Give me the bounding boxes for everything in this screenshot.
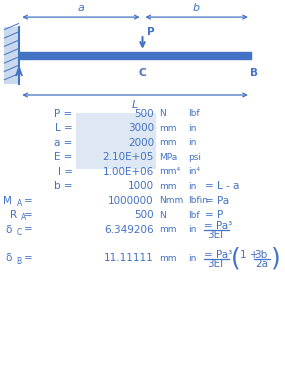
Text: =: = xyxy=(24,225,33,234)
Text: in: in xyxy=(188,138,196,147)
Text: 2a: 2a xyxy=(255,260,268,269)
Text: a =: a = xyxy=(54,138,73,148)
Text: ): ) xyxy=(271,246,281,271)
Text: = L - a: = L - a xyxy=(205,181,240,191)
Text: 6.349206: 6.349206 xyxy=(104,225,154,234)
Text: L =: L = xyxy=(55,124,73,133)
FancyBboxPatch shape xyxy=(76,113,156,169)
Text: lbf: lbf xyxy=(188,109,200,119)
Text: =: = xyxy=(24,253,33,263)
FancyBboxPatch shape xyxy=(4,27,19,84)
Text: = P: = P xyxy=(205,210,223,220)
Text: P =: P = xyxy=(54,109,73,119)
Text: mm: mm xyxy=(160,225,177,234)
Text: in: in xyxy=(188,254,196,263)
Text: =: = xyxy=(24,196,33,206)
Text: M: M xyxy=(3,196,12,206)
Text: in: in xyxy=(188,182,196,191)
Text: a: a xyxy=(78,3,84,13)
Text: 3EI: 3EI xyxy=(207,230,223,240)
Text: A: A xyxy=(15,68,23,78)
Text: 500: 500 xyxy=(134,109,154,119)
Text: A: A xyxy=(21,213,27,222)
Text: L: L xyxy=(132,100,138,109)
Text: 1000: 1000 xyxy=(128,181,154,191)
Text: mm: mm xyxy=(160,182,177,191)
Text: 2000: 2000 xyxy=(128,138,154,148)
Text: R: R xyxy=(10,210,17,220)
Text: P: P xyxy=(147,27,154,37)
Text: Nmm: Nmm xyxy=(160,196,184,205)
Text: mm⁴: mm⁴ xyxy=(160,167,181,176)
Text: C: C xyxy=(139,68,146,78)
Text: 1000000: 1000000 xyxy=(108,196,154,206)
Text: = Pa³: = Pa³ xyxy=(204,250,232,260)
Text: lbfin: lbfin xyxy=(188,196,208,205)
Text: 500: 500 xyxy=(134,210,154,220)
Text: 3EI: 3EI xyxy=(207,259,223,269)
Text: C: C xyxy=(17,228,22,237)
Text: in: in xyxy=(188,225,196,234)
Text: I =: I = xyxy=(58,167,73,177)
Text: b =: b = xyxy=(54,181,73,191)
Text: mm: mm xyxy=(160,254,177,263)
Text: = Pa³: = Pa³ xyxy=(204,221,232,231)
Text: in: in xyxy=(188,124,196,133)
Text: N: N xyxy=(160,211,166,220)
Text: A: A xyxy=(17,199,22,208)
Text: δ: δ xyxy=(6,225,12,234)
Text: B: B xyxy=(250,68,258,78)
Text: b: b xyxy=(193,3,200,13)
Text: 1.00E+06: 1.00E+06 xyxy=(103,167,154,177)
Text: mm: mm xyxy=(160,124,177,133)
Text: 1 +: 1 + xyxy=(240,250,258,260)
Text: lbf: lbf xyxy=(188,211,200,220)
Text: mm: mm xyxy=(160,138,177,147)
Text: E =: E = xyxy=(54,152,73,162)
Text: N: N xyxy=(160,109,166,119)
Text: δ: δ xyxy=(6,253,12,263)
Text: in⁴: in⁴ xyxy=(188,167,200,176)
Text: 2.10E+05: 2.10E+05 xyxy=(103,152,154,162)
Text: =: = xyxy=(24,210,33,220)
Text: = Pa: = Pa xyxy=(205,196,229,206)
Text: 3000: 3000 xyxy=(128,124,154,133)
Text: MPa: MPa xyxy=(160,153,178,162)
Text: 3b: 3b xyxy=(254,250,267,260)
Text: (: ( xyxy=(231,246,241,271)
Text: 11.11111: 11.11111 xyxy=(104,253,154,263)
Text: B: B xyxy=(17,256,22,266)
Text: psi: psi xyxy=(188,153,201,162)
